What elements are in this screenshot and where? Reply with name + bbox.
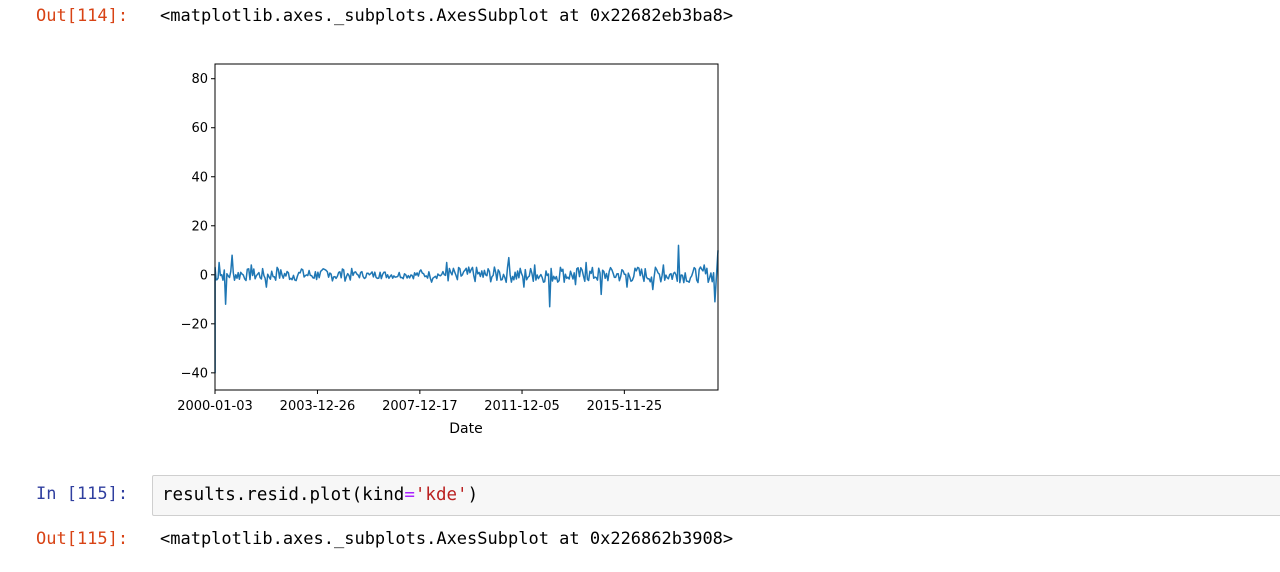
x-tick-label: 2000-01-03 [177, 399, 253, 414]
code-editor[interactable]: results.resid.plot(kind='kde') [162, 485, 478, 505]
x-axis-label: Date [449, 421, 482, 437]
code-string: 'kde' [414, 485, 468, 505]
y-tick-label: 40 [191, 170, 208, 185]
y-tick-label: 60 [191, 121, 208, 136]
x-axis: 2000-01-03 2003-12-26 2007-12-17 2011-12-05… [177, 390, 662, 414]
code-input-cell[interactable]: results.resid.plot(kind='kde') [152, 475, 1280, 516]
y-tick-label: −40 [181, 366, 208, 381]
in-prompt-115: In [115]: [36, 484, 129, 504]
y-tick-label: 80 [191, 72, 208, 87]
y-tick-label: 0 [200, 268, 208, 283]
line-chart: −40 −20 0 20 40 60 80 2000-01-03 2003-12-26 2007… [177, 63, 719, 437]
code-token: results.resid.plot(kind [162, 485, 405, 505]
output-text-115: <matplotlib.axes._subplots.AxesSubplot a… [160, 529, 734, 549]
out-prompt-115: Out[115]: [36, 529, 129, 549]
output-text-114: <matplotlib.axes._subplots.AxesSubplot a… [160, 6, 734, 26]
y-axis: −40 −20 0 20 40 60 80 [181, 72, 215, 381]
x-tick-label: 2011-12-05 [484, 399, 560, 414]
x-tick-label: 2007-12-17 [382, 399, 458, 414]
plot-frame [214, 63, 719, 391]
code-token-end: ) [467, 485, 479, 505]
output-plot: −40 −20 0 20 40 60 80 2000-01-03 2003-12-26 2007… [160, 56, 740, 446]
y-tick-label: 20 [191, 219, 208, 234]
series-line [214, 244, 719, 374]
y-tick-label: −20 [181, 317, 208, 332]
code-operator: = [404, 485, 415, 505]
x-tick-label: 2015-11-25 [587, 399, 663, 414]
x-tick-label: 2003-12-26 [280, 399, 356, 414]
out-prompt-114: Out[114]: [36, 6, 129, 26]
